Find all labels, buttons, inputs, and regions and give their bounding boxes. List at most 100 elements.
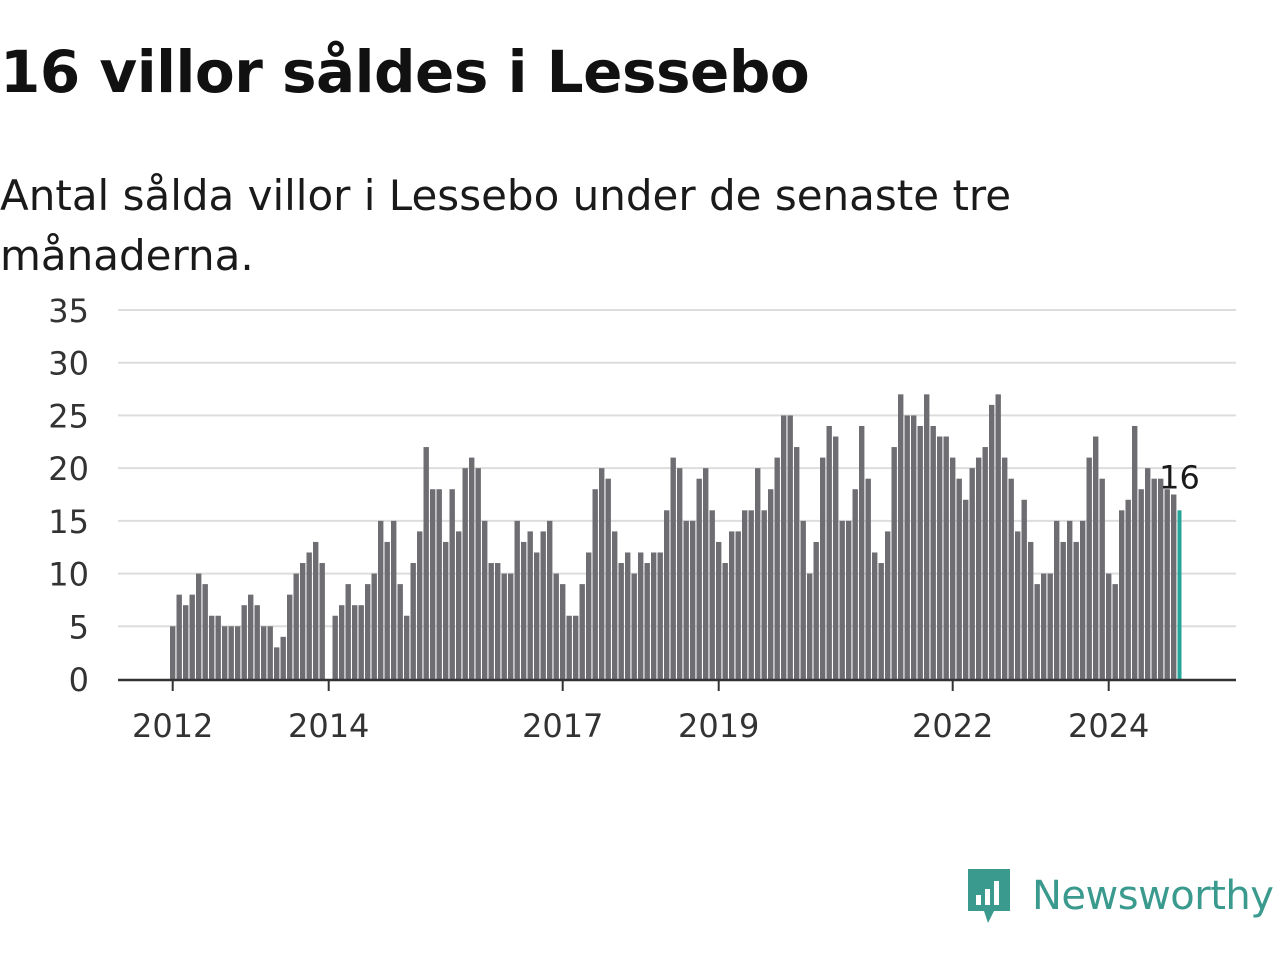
bar [391,520,397,679]
bar [1164,489,1170,679]
bar [462,468,468,679]
bar [547,520,553,679]
bar [878,563,884,679]
bar [293,573,299,679]
bar [1008,478,1014,679]
bar [384,541,390,679]
bar [781,415,787,679]
bar [839,520,845,679]
bar [397,584,403,679]
bar [924,394,930,679]
bar [488,563,494,679]
x-tick-label: 2024 [1068,707,1149,745]
bar [917,425,923,679]
bar [482,520,488,679]
bar [313,541,319,679]
bar [1106,573,1112,679]
y-tick-label: 10 [48,556,89,594]
bar [189,594,195,679]
bar [859,425,865,679]
bar [287,594,293,679]
bar [280,636,286,679]
bar [644,563,650,679]
bar [1112,584,1118,679]
bar [722,563,728,679]
bar [345,584,351,679]
bar [1067,520,1073,679]
bar [319,563,325,679]
bar [1028,541,1034,679]
bar [417,531,423,679]
highlight-bar [1177,510,1182,679]
bar [306,552,312,679]
bar [592,489,598,679]
brand-name: Newsworthy [1032,873,1274,919]
bar [982,447,988,679]
bar [534,552,540,679]
bar [690,520,696,679]
bar [1158,478,1164,679]
bar [670,457,676,679]
bar [586,552,592,679]
bar [1099,478,1105,679]
bar [852,489,858,679]
bar [943,436,949,679]
bar [826,425,832,679]
bar [969,468,975,679]
bar [501,573,507,679]
y-tick-label: 15 [48,503,89,541]
bar [664,510,670,679]
bar-chart-speech-bubble-icon [968,869,1010,923]
bar [215,615,221,679]
chart-subtitle: Antal sålda villor i Lessebo under de se… [0,171,1012,280]
bar [358,605,364,679]
bar [1060,541,1066,679]
highlight-value-label: 16 [1159,458,1200,496]
bar [443,541,449,679]
bar [176,594,182,679]
bar [456,531,462,679]
bar [911,415,917,679]
x-axis-ticks: 2012 2014 2017 2019 2022 2024 [132,679,1149,745]
bar [410,563,416,679]
bar [365,584,371,679]
bar [904,415,910,679]
bar [813,541,819,679]
y-tick-label: 5 [69,608,89,646]
bar [1054,520,1060,679]
bar [1119,510,1125,679]
bar [196,573,202,679]
bar [300,563,306,679]
bar [807,573,813,679]
bar [833,436,839,679]
bar [1002,457,1008,679]
bar [846,520,852,679]
bar [566,615,572,679]
x-tick-label: 2017 [522,707,603,745]
bar [605,478,611,679]
bar [267,626,273,679]
bar [170,626,176,679]
bar [963,499,969,679]
bar [1138,489,1144,679]
bar [573,615,579,679]
bar [241,605,247,679]
bar [891,447,897,679]
bar [553,573,559,679]
bar [729,531,735,679]
bar [956,478,962,679]
bar [618,563,624,679]
chart-title: 16 villor såldes i Lessebo [0,38,810,106]
bar [274,647,280,679]
bar [800,520,806,679]
bar [423,447,429,679]
bar [254,605,260,679]
bar [716,541,722,679]
bar [332,615,338,679]
bar [475,468,481,679]
bar [1073,541,1079,679]
bar [339,605,345,679]
bar [1093,436,1099,679]
bar [625,552,631,679]
y-tick-label: 30 [48,345,89,383]
